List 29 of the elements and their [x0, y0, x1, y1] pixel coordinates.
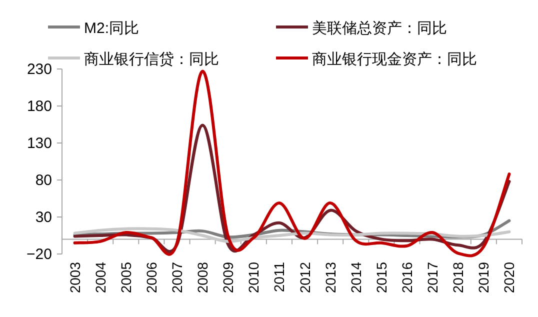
legend-label: 美联储总资产：同比	[312, 20, 447, 37]
legend-label: 商业银行现金资产：同比	[312, 51, 477, 68]
legend-label: M2:同比	[84, 20, 140, 37]
y-tick-label: 130	[26, 135, 52, 152]
x-tick-label: 2010	[246, 262, 262, 294]
x-tick-label: 2016	[399, 262, 415, 294]
x-tick-label: 2005	[118, 262, 134, 294]
x-tick-label: 2014	[348, 262, 364, 294]
x-tick-label: 2017	[424, 262, 441, 294]
legend-label: 商业银行信贷：同比	[84, 51, 219, 68]
line-series	[73, 227, 511, 243]
x-tick-label: 2018	[450, 262, 466, 294]
x-tick-label: 2012	[296, 262, 313, 294]
x-tick-label: 2013	[322, 262, 338, 294]
y-tick-label: 180	[26, 98, 52, 115]
x-tick-label: 2020	[501, 262, 518, 294]
y-tick-label: −20	[26, 246, 52, 263]
x-tick-label: 2011	[271, 262, 288, 292]
y-tick-label: 230	[26, 61, 52, 78]
y-tick-label: 80	[35, 172, 52, 189]
x-tick-label: 2006	[143, 262, 160, 294]
x-tick-label: 2015	[373, 262, 390, 294]
x-tick-label: 2019	[476, 262, 492, 294]
x-tick-label: 2004	[92, 262, 108, 294]
x-tick-label: 2009	[220, 262, 236, 294]
x-tick-label: 2003	[66, 262, 83, 294]
x-tick-label: 2008	[194, 262, 211, 294]
x-tick-label: 2007	[169, 262, 185, 294]
y-tick-label: 30	[35, 209, 52, 226]
